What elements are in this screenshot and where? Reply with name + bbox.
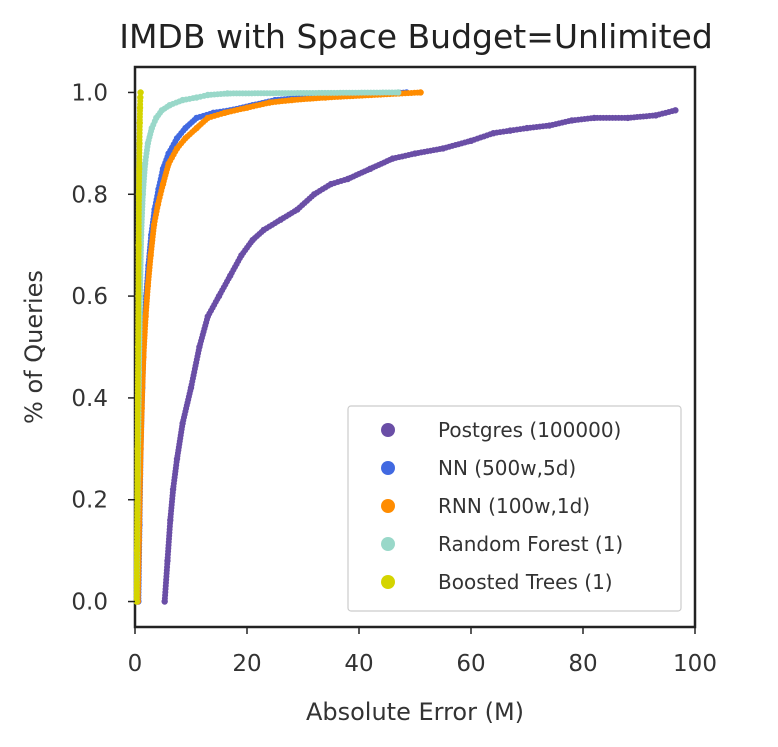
legend-marker <box>381 461 395 475</box>
legend-box <box>347 405 682 612</box>
series-layer <box>133 89 679 605</box>
x-tick-label: 0 <box>128 651 143 677</box>
y-axis-label: % of Queries <box>20 270 48 424</box>
data-point <box>137 89 144 96</box>
series-0 <box>161 107 679 605</box>
y-tick-label: 1.0 <box>71 80 108 106</box>
legend-items: Postgres (100000) NN (500w,5d) RNN (100w,1… <box>381 418 623 594</box>
legend: Postgres (100000) NN (500w,5d) RNN (100w,1… <box>347 405 682 612</box>
x-axis-ticks: 0 20 40 60 80 100 <box>128 627 717 677</box>
x-axis-label: Absolute Error (M) <box>306 698 524 726</box>
y-tick-label: 0.8 <box>71 182 108 208</box>
legend-label: RNN (100w,1d) <box>438 494 590 518</box>
y-axis-ticks: 0.0 0.2 0.4 0.6 0.8 1.0 <box>71 80 135 616</box>
series-2 <box>134 89 424 605</box>
x-tick-label: 40 <box>344 651 373 677</box>
y-tick-label: 0.0 <box>71 590 108 616</box>
x-tick-label: 20 <box>232 651 261 677</box>
legend-label: Postgres (100000) <box>438 418 621 442</box>
legend-label: Boosted Trees (1) <box>438 570 613 594</box>
data-point <box>417 89 424 96</box>
y-tick-label: 0.2 <box>71 488 108 514</box>
data-point <box>672 107 679 114</box>
x-tick-label: 80 <box>568 651 597 677</box>
legend-marker <box>381 575 395 589</box>
data-point <box>395 89 402 96</box>
y-tick-label: 0.4 <box>71 386 108 412</box>
series-4 <box>133 89 144 605</box>
chart-title: IMDB with Space Budget=Unlimited <box>119 17 713 56</box>
x-tick-label: 100 <box>673 651 717 677</box>
legend-marker <box>381 537 395 551</box>
data-point <box>137 94 144 101</box>
y-tick-label: 0.6 <box>71 284 108 310</box>
x-tick-label: 60 <box>456 651 485 677</box>
legend-label: NN (500w,5d) <box>438 456 576 480</box>
legend-marker <box>381 423 395 437</box>
legend-label: Random Forest (1) <box>438 532 623 556</box>
legend-marker <box>381 499 395 513</box>
